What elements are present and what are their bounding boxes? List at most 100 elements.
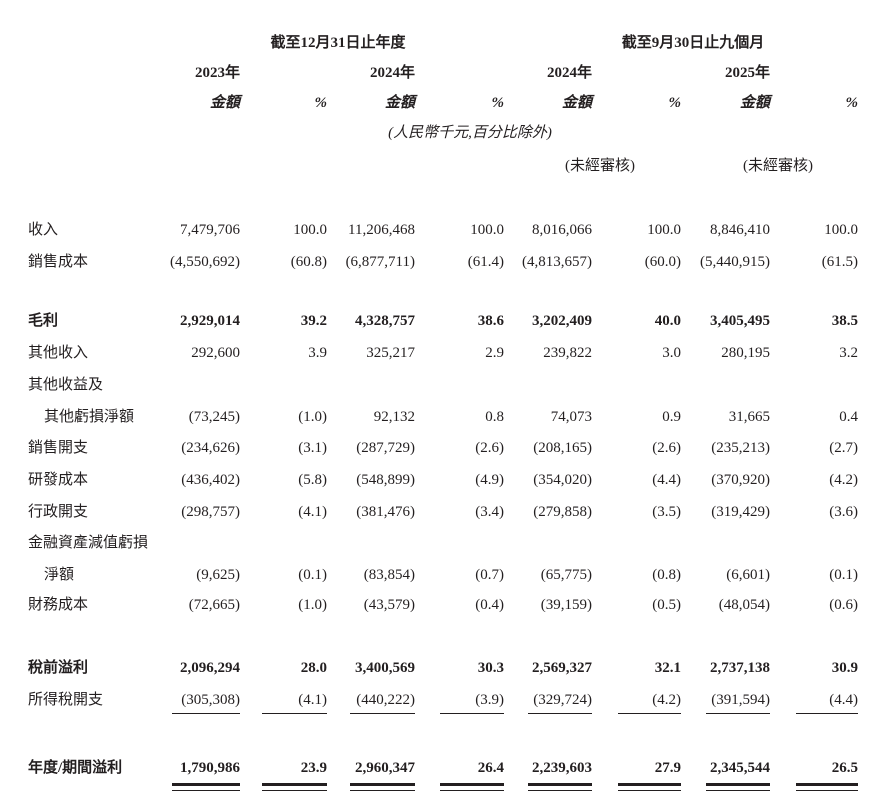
amount-cell: 2,737,138 [710,660,770,676]
percent-cell: (0.5) [652,597,681,613]
amount-cell: 8,846,410 [710,222,770,238]
percent-cell: (0.7) [475,567,504,583]
row-label: 行政開支 [28,504,89,520]
amount-cell: (6,601) [726,567,770,583]
percent-cell: 30.3 [477,660,504,676]
amount-cell: 2,345,544 [710,760,770,776]
percent-cell: (4.4) [829,692,858,708]
amount-cell: (391,594) [711,692,770,708]
percent-cell: 38.5 [831,313,858,329]
amount-cell: (43,579) [363,597,415,613]
percent-cell: 3.9 [308,345,327,361]
amount-cell: (72,665) [188,597,240,613]
amount-cell: (5,440,915) [700,254,770,270]
row-label: 其他收入 [28,345,89,361]
percent-cell: (0.4) [475,597,504,613]
subtotal-underline [618,713,681,714]
total-double-underline [618,783,681,791]
row-label: 銷售成本 [28,254,89,270]
percent-column-header: % [491,95,505,111]
percent-cell: (60.8) [290,254,327,270]
total-double-underline [796,783,858,791]
total-double-underline [440,783,504,791]
percent-cell: 28.0 [300,660,327,676]
percent-cell: (3.5) [652,504,681,520]
year-header: 2023年 [194,65,240,81]
percent-cell: 2.9 [485,345,504,361]
subtotal-underline [528,713,592,714]
percent-cell: 0.4 [839,409,858,425]
amount-cell: (4,550,692) [170,254,240,270]
row-label: 金融資產減值虧損 [28,535,149,551]
row-label: 研發成本 [28,472,89,488]
row-label: 財務成本 [28,597,89,613]
percent-cell: 26.4 [477,760,504,776]
amount-cell: 8,016,066 [532,222,592,238]
year-header: 2024年 [369,65,415,81]
amount-column-header: 金額 [384,95,415,111]
subtotal-underline [440,713,504,714]
subtotal-underline [706,713,770,714]
subtotal-underline [262,713,327,714]
amount-cell: 3,202,409 [532,313,592,329]
amount-cell: (208,165) [533,440,592,456]
amount-cell: (370,920) [711,472,770,488]
percent-cell: (2.7) [829,440,858,456]
amount-cell: 325,217 [366,345,415,361]
percent-cell: 32.1 [654,660,681,676]
amount-cell: 2,096,294 [180,660,240,676]
percent-cell: (3.9) [475,692,504,708]
percent-column-header: % [845,95,859,111]
percent-cell: 40.0 [654,313,681,329]
amount-cell: (65,775) [540,567,592,583]
amount-cell: (279,858) [533,504,592,520]
amount-cell: (319,429) [711,504,770,520]
percent-cell: 100.0 [470,222,504,238]
period-header-fy: 截至12月31日止年度 [270,35,406,51]
percent-cell: (2.6) [475,440,504,456]
amount-cell: (329,724) [533,692,592,708]
amount-cell: 4,328,757 [355,313,415,329]
amount-cell: (235,213) [711,440,770,456]
percent-cell: (1.0) [298,409,327,425]
percent-cell: 100.0 [293,222,327,238]
amount-cell: 3,405,495 [710,313,770,329]
amount-column-header: 金額 [209,95,240,111]
amount-cell: (73,245) [188,409,240,425]
unaudited-label: (未經審核) [743,158,813,174]
percent-cell: 3.0 [662,345,681,361]
amount-cell: (548,899) [356,472,415,488]
amount-cell: (381,476) [356,504,415,520]
percent-cell: (0.8) [652,567,681,583]
amount-cell: 2,960,347 [355,760,415,776]
amount-cell: (83,854) [363,567,415,583]
percent-cell: 38.6 [477,313,504,329]
amount-cell: 92,132 [373,409,415,425]
subtotal-underline [796,713,858,714]
amount-column-header: 金額 [739,95,770,111]
amount-cell: (354,020) [533,472,592,488]
amount-cell: (436,402) [181,472,240,488]
amount-cell: 280,195 [721,345,770,361]
percent-cell: (3.6) [829,504,858,520]
amount-cell: 2,239,603 [532,760,592,776]
amount-cell: (6,877,711) [345,254,415,270]
percent-cell: (4.9) [475,472,504,488]
percent-cell: (4.4) [652,472,681,488]
amount-cell: (440,222) [356,692,415,708]
percent-cell: (61.4) [467,254,504,270]
unaudited-label: (未經審核) [565,158,635,174]
total-double-underline [706,783,770,791]
percent-cell: 27.9 [654,760,681,776]
row-label: 所得稅開支 [28,692,104,708]
percent-cell: (5.8) [298,472,327,488]
percent-cell: 0.9 [662,409,681,425]
row-label: 淨額 [44,567,75,583]
total-double-underline [262,783,327,791]
year-header: 2025年 [724,65,770,81]
total-double-underline [172,783,240,791]
percent-cell: 30.9 [831,660,858,676]
percent-cell: (60.0) [644,254,681,270]
amount-cell: (234,626) [181,440,240,456]
amount-cell: 239,822 [543,345,592,361]
